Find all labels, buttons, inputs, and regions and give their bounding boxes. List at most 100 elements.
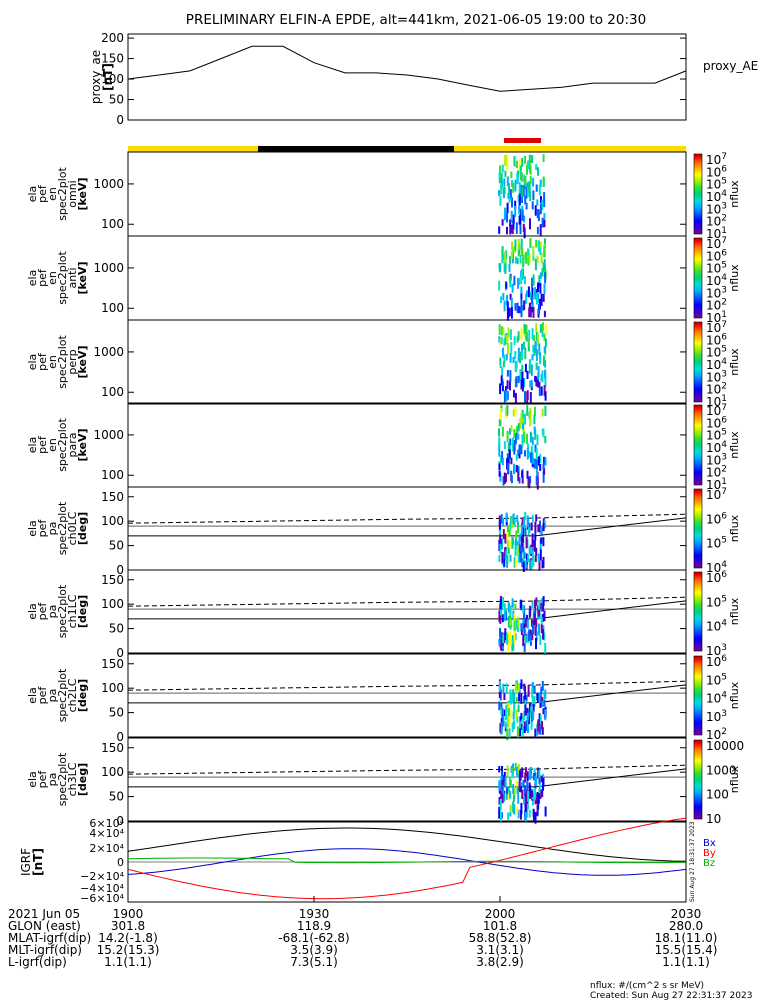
spectrogram-cell [519,369,522,381]
igrf-by-line [127,848,687,876]
spectrogram-cell [507,462,510,473]
spectrogram-cell [538,713,541,726]
spectrogram-cell [499,338,502,345]
spectrogram-cell [500,173,503,183]
spectrogram-cell [519,533,522,541]
spectrogram-cell [536,693,539,701]
spectrogram-cell [511,722,514,733]
spectrogram-cell [510,224,513,233]
spectrogram-cell [517,525,519,534]
spectrogram-cell [503,472,506,484]
y-axis-label-line: spec2plot [56,752,69,806]
y-axis-label-line: [deg] [76,595,89,628]
spectrogram-cell [513,443,516,455]
spectrogram-cell [528,329,531,341]
spectrogram-cell [537,240,540,252]
spectrogram-cell [507,708,510,715]
spectrogram-cell [539,548,542,561]
y-axis-label-line: spec2plot [56,668,69,722]
y-axis-label-line: pef [36,435,49,454]
spectrogram-cell [510,210,513,223]
spectrogram-cell [539,247,542,255]
spectrogram-cell [530,445,533,458]
spectrogram-cell [511,283,514,293]
spectrogram-cell [505,704,508,712]
colorbar [693,739,703,820]
spectrogram-cell [528,302,531,310]
pa-frame [127,653,687,738]
spectrogram-cell [510,342,513,354]
spectrogram-cell [514,539,517,550]
spectrogram-panels: 1000100elapefenspec2plotomni[keV]1071061… [26,151,744,828]
spectrogram-cell [515,709,518,721]
spectrogram-cell [522,516,525,527]
spectrogram-cell [532,177,535,187]
spectrogram-cell [520,693,523,704]
spectrogram-cell [501,716,504,727]
spectrogram-cell [501,614,504,623]
colorbar-unit-label: nflux [728,597,741,625]
spectrogram-cell [504,721,507,729]
spectrogram-cell [508,703,511,712]
y-axis-label-line: ela [26,603,39,620]
spectrogram-cell [512,795,515,802]
spectrogram-cell [526,553,528,565]
spectrogram-cell [521,517,524,526]
spectrogram-cell [509,219,512,227]
spectrogram-cell [500,455,502,464]
ae-ylabel-unit: [nT] [101,63,115,91]
spectrogram-cell [524,787,527,794]
y-axis-label-line: pef [36,184,49,203]
y-tick-label: 100 [101,514,124,528]
spectrogram-cell [525,767,527,777]
spectrogram-cell [510,475,513,484]
spectrogram-cell [518,444,521,454]
spectrogram-cell [544,377,547,388]
spectrogram-cell [516,806,519,814]
y-axis-label-line: [deg] [76,763,89,796]
spectrogram-cell [506,765,509,777]
status-bar-yellow-left [128,146,258,152]
spectrogram-cell [523,683,526,691]
y-tick-label: 0 [116,563,124,577]
energy-frame [127,319,687,405]
y-axis-label-line: ch3LC [66,762,79,796]
ae-frame [127,33,687,121]
spectrogram-cell [512,514,515,525]
spectrogram-cell [535,376,538,387]
spectrogram-cell [517,521,519,528]
footer-value: 118.9 [297,919,331,933]
colorbar-unit-label: nflux [728,431,741,459]
igrf-tick: −2×10⁴ [80,870,124,883]
spectrogram-cell [521,195,523,203]
colorbar-tick-label: 107 [706,487,727,502]
footer-row-label: GLON (east) [8,919,81,933]
spectrogram-cell [525,536,528,549]
status-bar-yellow-right [454,146,686,152]
spectrogram-cell [532,710,535,720]
spectrogram-cell [500,375,503,386]
spectrogram-cell [508,275,511,282]
spectrogram-cell [521,343,523,354]
spectrogram-cell [521,268,523,280]
spectrogram-cell [499,357,502,365]
spectrogram-cell [532,274,535,286]
spectrogram-cell [529,190,532,201]
spectrogram-cell [539,324,542,333]
spectrogram-cell [524,276,526,285]
spectrogram-cell [526,470,529,479]
spectrogram-cell [526,433,528,445]
spectrogram-cell [541,681,544,691]
spectrogram-cell [506,405,509,416]
pa-frame [127,569,687,654]
spectrogram-cell [514,200,517,210]
spectrogram-cell [539,179,542,187]
spectrogram-cell [509,790,512,799]
spectrogram-cell [506,555,509,564]
y-axis-label-line: spec2plot [56,418,69,472]
spectrogram-cell [501,381,504,392]
spectrogram-cell [511,696,514,704]
spectrogram-cell [520,786,522,793]
spectrogram-cell [522,552,525,564]
